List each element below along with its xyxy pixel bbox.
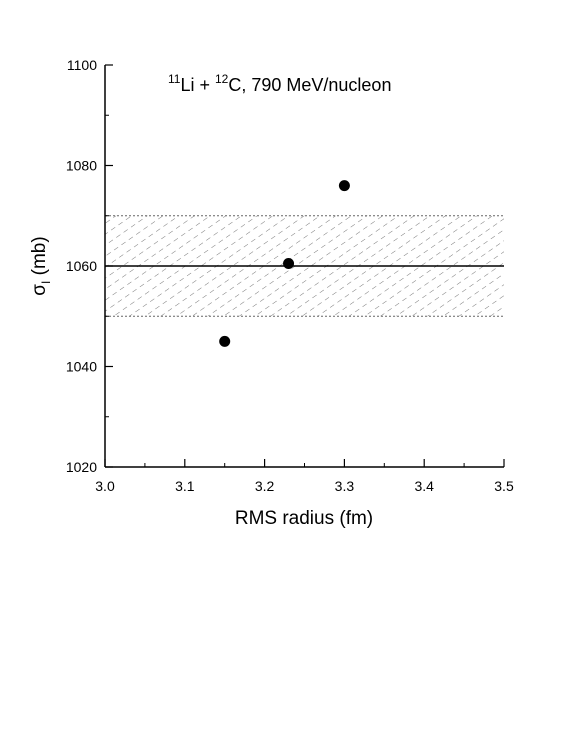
x-tick-label: 3.1: [175, 478, 195, 494]
x-tick-label: 3.5: [494, 478, 514, 494]
y-axis-title-subscript: I: [39, 281, 53, 284]
y-tick-label: 1060: [66, 258, 97, 274]
y-tick-label: 1080: [66, 158, 97, 174]
data-point: [338, 180, 350, 192]
data-point: [283, 257, 295, 269]
x-tick-label: 3.0: [95, 478, 115, 494]
annotation-mass-number-1: 11: [168, 72, 181, 86]
annotation-text-1: Li +: [180, 75, 215, 95]
x-tick-label: 3.2: [255, 478, 275, 494]
y-axis-title-unit: (mb): [29, 236, 50, 280]
annotation-text-2: C, 790 MeV/nucleon: [228, 75, 391, 95]
x-axis-title: RMS radius (fm): [235, 508, 373, 529]
y-tick-label: 1100: [67, 57, 97, 73]
y-axis-title-sigma: σ: [29, 284, 50, 296]
x-tick-label: 3.3: [335, 478, 355, 494]
chart-annotation: 11Li + 12C, 790 MeV/nucleon: [168, 72, 391, 95]
annotation-mass-number-2: 12: [215, 72, 229, 86]
x-tick-label: 3.4: [414, 478, 434, 494]
y-tick-label: 1040: [66, 359, 97, 375]
data-point: [219, 335, 231, 347]
y-tick-label: 1020: [66, 459, 97, 475]
y-axis-title: σI (mb): [29, 236, 53, 295]
